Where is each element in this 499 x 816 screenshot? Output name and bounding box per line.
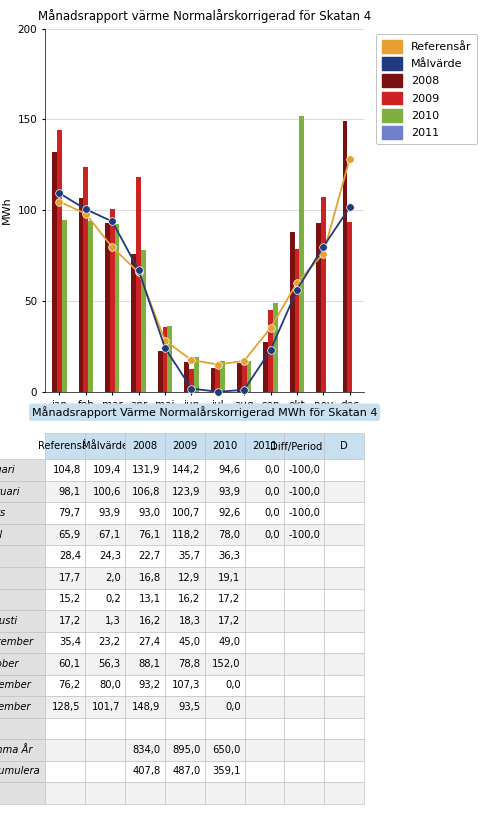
Bar: [343, 122, 347, 392]
Bar: [141, 251, 146, 392]
Bar: [115, 224, 119, 392]
Bar: [83, 167, 88, 392]
Bar: [194, 357, 199, 392]
Bar: [131, 254, 136, 392]
Bar: [299, 116, 304, 392]
Bar: [237, 362, 242, 392]
Title: Månadsrapport värme Normalårskorrigerad för Skatan 4: Månadsrapport värme Normalårskorrigerad …: [38, 9, 371, 23]
Bar: [347, 222, 352, 392]
Y-axis label: MWh: MWh: [2, 197, 12, 224]
Bar: [220, 361, 225, 392]
Bar: [110, 209, 115, 392]
Bar: [158, 351, 163, 392]
Bar: [184, 361, 189, 392]
Bar: [321, 197, 326, 392]
Bar: [163, 327, 167, 392]
Bar: [247, 361, 251, 392]
Bar: [242, 359, 247, 392]
Bar: [273, 303, 278, 392]
Bar: [105, 223, 110, 392]
Bar: [290, 232, 294, 392]
Bar: [316, 223, 321, 392]
Bar: [263, 343, 268, 392]
Bar: [294, 249, 299, 392]
Bar: [79, 198, 83, 392]
Bar: [136, 177, 141, 392]
Text: Månadsrapport Värme Normalårskorrigerad MWh för Skatan 4: Månadsrapport Värme Normalårskorrigerad …: [32, 406, 377, 418]
Bar: [57, 130, 62, 392]
Bar: [216, 362, 220, 392]
Bar: [167, 326, 172, 392]
Bar: [52, 153, 57, 392]
Bar: [88, 221, 93, 392]
Bar: [62, 220, 66, 392]
Bar: [189, 369, 194, 392]
Bar: [268, 310, 273, 392]
Legend: Referensår, Målvärde, 2008, 2009, 2010, 2011: Referensår, Målvärde, 2008, 2009, 2010, …: [376, 34, 477, 144]
Bar: [211, 368, 216, 392]
